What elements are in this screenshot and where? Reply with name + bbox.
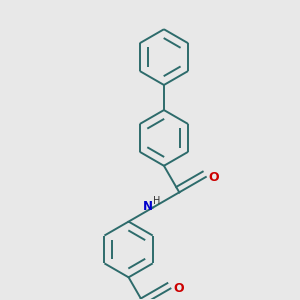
Text: O: O bbox=[173, 282, 184, 295]
Text: O: O bbox=[208, 170, 219, 184]
Text: N: N bbox=[143, 200, 153, 213]
Text: H: H bbox=[153, 196, 160, 206]
